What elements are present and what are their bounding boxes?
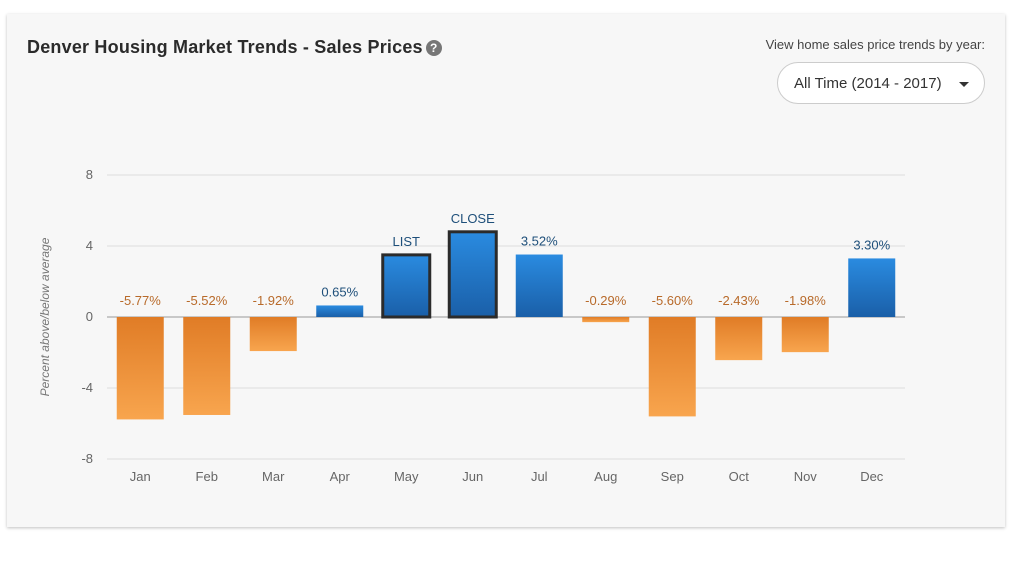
x-tick-label: Aug xyxy=(594,469,617,484)
year-select-value: All Time (2014 - 2017) xyxy=(794,74,942,92)
x-tick-label: Sep xyxy=(661,469,684,484)
bar-dec[interactable] xyxy=(848,258,896,317)
chart-title-row: Denver Housing Market Trends - Sales Pri… xyxy=(27,37,442,58)
x-tick-label: Feb xyxy=(196,469,218,484)
data-label-jan: -5.77% xyxy=(120,293,162,308)
year-select[interactable]: All Time (2014 - 2017) xyxy=(777,62,985,104)
bar-sep[interactable] xyxy=(648,317,696,417)
label-layer: -5.77% Jan -5.52% Feb -1.92% Mar 0.65% Apr LIST M… xyxy=(120,211,891,484)
bar-nov[interactable] xyxy=(781,317,829,353)
x-tick-label: Mar xyxy=(262,469,285,484)
data-label-mar: -1.92% xyxy=(253,293,295,308)
y-tick-label: -8 xyxy=(81,451,93,466)
bar-feb[interactable] xyxy=(183,317,231,415)
bar-mar[interactable] xyxy=(249,317,297,352)
x-tick-label: Apr xyxy=(330,469,351,484)
x-tick-label: Jan xyxy=(130,469,151,484)
x-tick-label: Jun xyxy=(462,469,483,484)
bar-jul[interactable] xyxy=(515,254,563,317)
x-tick-label: May xyxy=(394,469,419,484)
data-label-dec: 3.30% xyxy=(853,237,890,252)
bar-jan[interactable] xyxy=(116,317,164,420)
x-tick-label: Jul xyxy=(531,469,548,484)
grid-layer: -8 -4 0 4 8 xyxy=(81,167,905,466)
bar-jun[interactable] xyxy=(447,230,498,319)
y-axis-label: Percent above/below average xyxy=(38,237,52,396)
bar-oct[interactable] xyxy=(715,317,763,361)
y-tick-label: -4 xyxy=(81,380,93,395)
y-tick-label: 4 xyxy=(86,238,93,253)
data-label-may: LIST xyxy=(393,234,421,249)
chart-card: Denver Housing Market Trends - Sales Pri… xyxy=(7,14,1005,527)
year-picker-label: View home sales price trends by year: xyxy=(765,37,985,52)
bar-may[interactable] xyxy=(381,253,432,319)
caret-down-icon xyxy=(959,82,969,87)
x-tick-label: Dec xyxy=(860,469,884,484)
data-label-aug: -0.29% xyxy=(585,293,627,308)
y-tick-label: 0 xyxy=(86,309,93,324)
data-label-sep: -5.60% xyxy=(652,293,694,308)
bar-aug[interactable] xyxy=(582,317,630,323)
y-tick-label: 8 xyxy=(86,167,93,182)
data-label-jun: CLOSE xyxy=(451,211,495,226)
data-label-oct: -2.43% xyxy=(718,293,760,308)
bar-layer xyxy=(116,230,896,420)
chart-title: Denver Housing Market Trends - Sales Pri… xyxy=(27,37,423,57)
bar-chart: -8 -4 0 4 8 -5.77% Jan -5.52% Feb -1.92% Mar 0.65%… xyxy=(38,167,905,484)
bar-apr[interactable] xyxy=(316,305,364,317)
data-label-jul: 3.52% xyxy=(521,234,558,249)
x-tick-label: Oct xyxy=(729,469,750,484)
x-tick-label: Nov xyxy=(794,469,818,484)
data-label-apr: 0.65% xyxy=(321,284,358,299)
question-circle-icon[interactable]: ? xyxy=(425,39,442,56)
data-label-nov: -1.98% xyxy=(785,293,827,308)
data-label-feb: -5.52% xyxy=(186,293,228,308)
